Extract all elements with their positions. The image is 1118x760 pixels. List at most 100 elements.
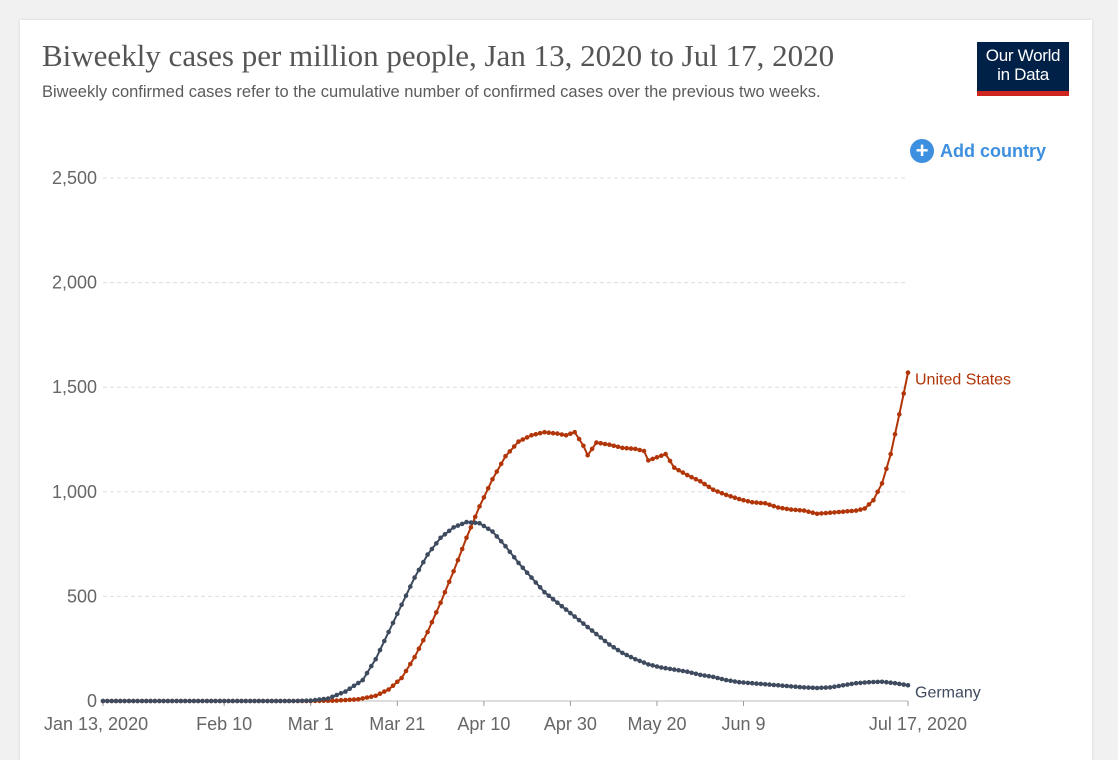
data-point [884,679,889,685]
data-point [434,541,439,546]
data-point [524,435,530,440]
data-point [256,698,262,704]
data-point [408,584,413,589]
data-point [481,523,487,529]
data-point [520,437,526,442]
data-point [213,698,218,704]
data-point [386,687,391,692]
data-point [252,698,257,704]
data-point [516,560,521,566]
data-point [157,698,162,704]
data-point [334,698,340,703]
data-point [845,682,850,687]
data-point [866,679,872,685]
data-point [628,446,634,451]
data-point [602,441,608,447]
data-point [382,638,387,644]
data-point [494,469,500,474]
data-point [849,508,854,514]
data-point [299,698,305,704]
data-point [607,642,612,647]
data-point [806,685,811,690]
data-point [840,509,846,514]
data-point [360,696,366,701]
data-point [542,429,547,435]
data-point [511,444,517,449]
data-point [369,663,374,669]
data-point [685,669,690,674]
data-point [105,698,110,704]
data-point [715,489,720,494]
data-point [468,525,474,530]
data-point [667,458,673,464]
data-point [472,520,478,526]
data-point [689,670,694,676]
data-point [395,679,400,685]
data-point [728,494,733,499]
plus-circle-icon: + [910,139,934,163]
data-point [416,646,422,651]
data-point [559,603,565,609]
data-point [646,458,651,463]
data-point [239,698,244,704]
data-point [589,446,595,452]
data-point [797,684,803,690]
data-point [858,507,863,512]
data-point [403,593,409,598]
data-point [624,652,629,658]
data-point [291,698,296,704]
data-point [853,680,859,686]
data-point [659,453,664,459]
data-point [905,683,911,688]
data-point [728,678,733,684]
data-point [858,680,863,686]
data-point [693,671,699,677]
data-point [308,698,314,703]
data-point [832,684,837,689]
owid-logo[interactable]: Our World in Data [977,42,1069,96]
data-point [122,698,127,704]
data-point [373,656,379,662]
data-point [546,430,552,436]
data-point [762,501,768,506]
series-line [103,372,909,702]
data-point [516,439,521,444]
data-point [109,698,114,704]
x-tick-label: Apr 10 [457,714,510,734]
data-point [434,610,439,615]
x-tick-label: Mar 1 [288,714,334,734]
data-point [732,495,738,501]
data-point [221,698,227,704]
x-tick-label: Mar 21 [369,714,425,734]
x-tick-label: May 20 [627,714,686,734]
data-point [425,552,430,557]
data-point [723,492,729,498]
data-point [304,698,309,703]
data-point [537,585,543,590]
data-point [620,445,625,451]
data-point [598,441,603,446]
data-point [230,698,236,704]
add-country-button[interactable]: + Add country [910,139,1046,163]
data-point [663,665,668,671]
data-point [485,486,491,491]
data-point [702,673,707,678]
data-point [654,455,660,460]
data-point [901,391,906,396]
data-point [559,432,565,437]
data-point [100,698,106,704]
data-point [819,511,824,516]
data-point [611,645,616,650]
data-point [356,680,361,686]
data-point [771,682,777,688]
data-point [892,680,898,686]
data-point [754,500,759,505]
data-point [650,663,655,668]
data-point [568,610,573,616]
data-point [672,465,677,471]
data-point [494,534,500,539]
data-point [572,614,577,619]
data-point [892,432,898,437]
data-point [901,682,906,687]
data-point [775,683,781,688]
